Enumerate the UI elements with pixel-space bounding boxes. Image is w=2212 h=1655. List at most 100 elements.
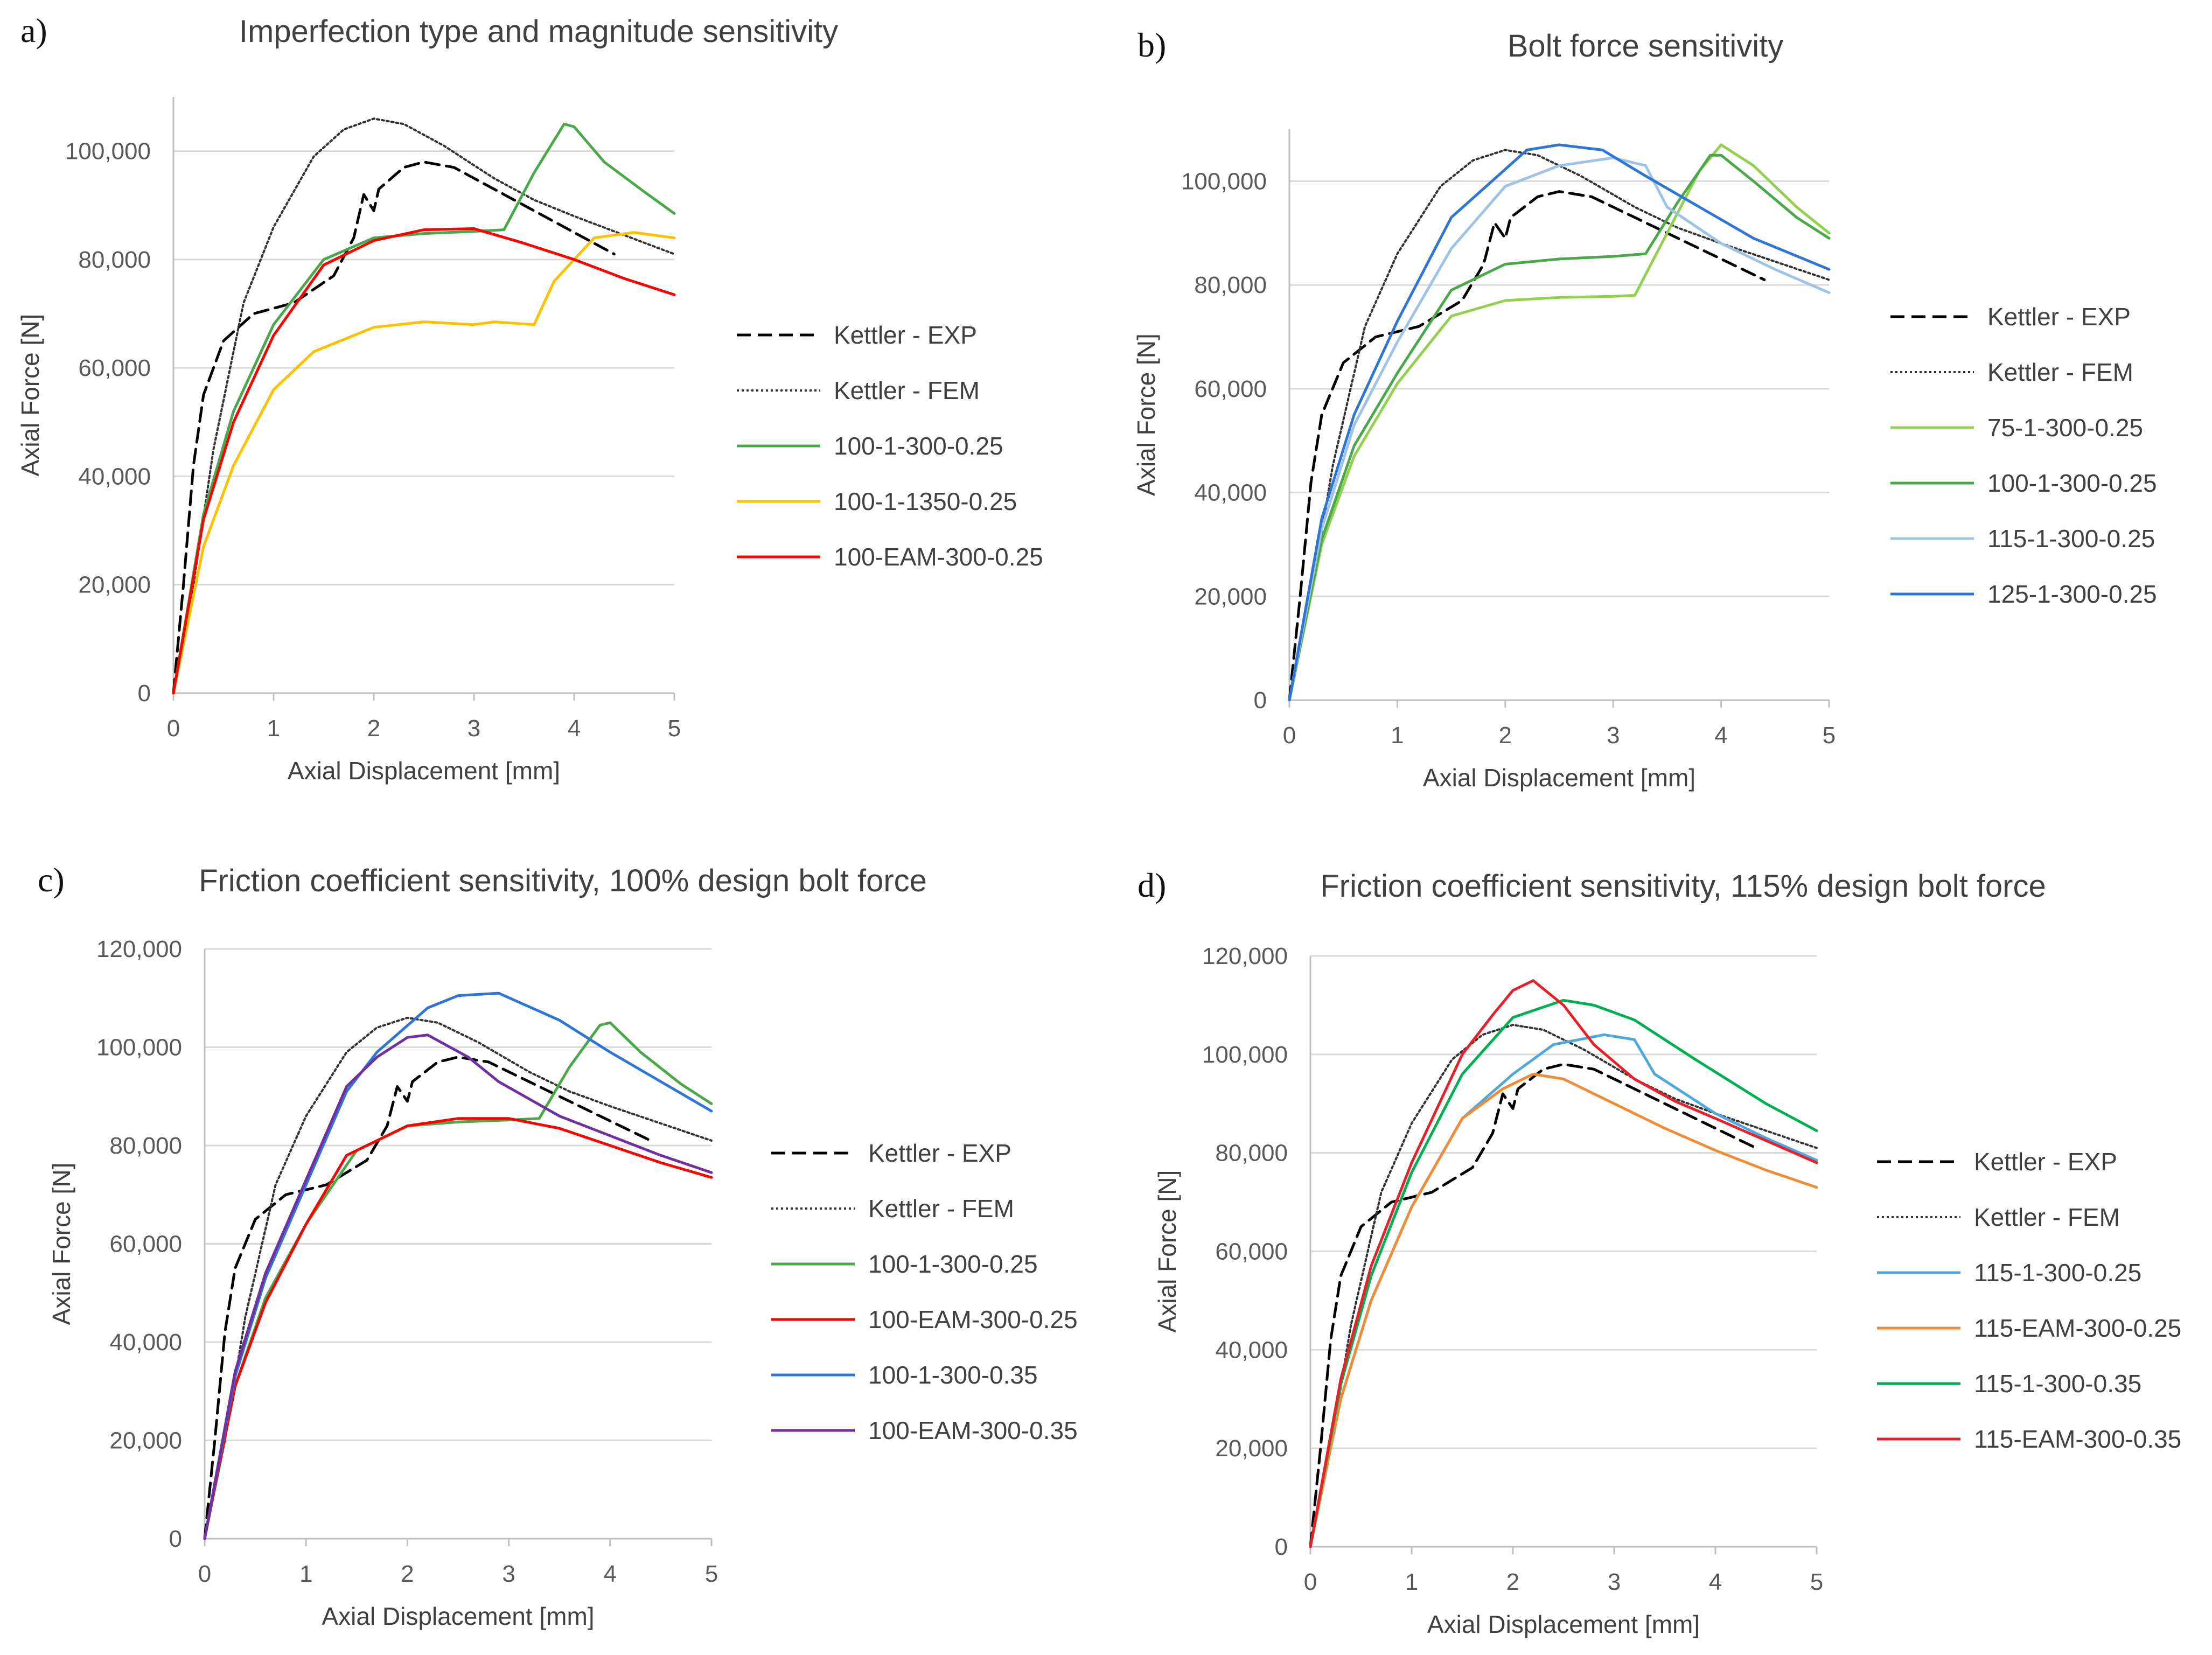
- x-axis-label: Axial Displacement [mm]: [288, 757, 560, 785]
- x-tick-label: 4: [1714, 722, 1727, 749]
- series-line: [203, 1021, 713, 1540]
- x-tick-label: 1: [267, 715, 280, 742]
- y-tick-label: 80,000: [78, 247, 151, 273]
- x-tick-label: 3: [502, 1561, 515, 1587]
- y-tick-label: 100,000: [1202, 1042, 1288, 1068]
- x-tick-label: 1: [299, 1561, 312, 1587]
- y-tick-label: 60,000: [1215, 1239, 1288, 1265]
- legend-entry: 100-1-1350-0.25: [834, 487, 1017, 515]
- panel-label: c): [38, 861, 65, 899]
- y-axis-label: Axial Force [N]: [1153, 1170, 1181, 1333]
- y-tick-label: 60,000: [1194, 376, 1267, 402]
- x-tick-label: 2: [1499, 722, 1512, 749]
- x-tick-label: 3: [1607, 722, 1620, 749]
- y-tick-label: 80,000: [109, 1133, 182, 1159]
- legend-entry: Kettler - FEM: [868, 1195, 1014, 1223]
- chart-panel-c: c) Friction coefficient sensitivity, 100%…: [38, 861, 1078, 1630]
- panel-label: b): [1138, 26, 1166, 64]
- x-tick-label: 3: [1608, 1569, 1621, 1595]
- y-tick-label: 40,000: [1215, 1337, 1288, 1363]
- legend-entry: Kettler - EXP: [868, 1139, 1011, 1167]
- legend-entry: Kettler - EXP: [834, 321, 977, 349]
- y-tick-label: 0: [169, 1526, 182, 1552]
- series-line: [1309, 1024, 1818, 1548]
- legend-entry: Kettler - FEM: [1974, 1203, 2120, 1231]
- y-tick-label: 80,000: [1194, 272, 1267, 298]
- legend-entry: Kettler - EXP: [1987, 303, 2131, 331]
- x-tick-label: 1: [1405, 1569, 1418, 1595]
- x-axis-label: Axial Displacement [mm]: [1427, 1610, 1700, 1638]
- series-line: [1288, 153, 1831, 702]
- series-line: [1309, 979, 1818, 1548]
- chart-panel-d: d) Friction coefficient sensitivity, 115%…: [1138, 866, 2181, 1638]
- y-tick-label: 100,000: [96, 1035, 182, 1061]
- y-tick-label: 100,000: [1181, 168, 1267, 194]
- x-tick-label: 5: [1810, 1569, 1823, 1595]
- y-tick-label: 20,000: [109, 1428, 182, 1454]
- x-tick-label: 4: [1709, 1569, 1722, 1595]
- legend-entry: 100-EAM-300-0.35: [868, 1416, 1078, 1444]
- legend-entry: 115-1-300-0.25: [1974, 1259, 2141, 1287]
- legend: Kettler - EXP Kettler - FEM 100-1-300-0.25…: [737, 321, 1043, 571]
- chart-title: Friction coefficient sensitivity, 115% d…: [1320, 869, 2046, 904]
- y-tick-label: 0: [1254, 687, 1267, 714]
- y-axis-label: Axial Force [N]: [47, 1163, 75, 1325]
- series-line: [172, 231, 676, 695]
- panel-label: d): [1138, 866, 1166, 904]
- series-line: [1309, 998, 1818, 1548]
- x-axis-label: Axial Displacement [mm]: [322, 1602, 594, 1630]
- y-tick-label: 40,000: [78, 463, 151, 490]
- legend-entry: Kettler - EXP: [1974, 1148, 2117, 1176]
- x-tick-label: 3: [467, 715, 480, 742]
- series-line: [1309, 1063, 1757, 1548]
- y-tick-label: 80,000: [1215, 1140, 1288, 1167]
- chart-panel-b: b) Bolt force sensitivity 0 20,000 40,000 60,…: [1132, 26, 2157, 792]
- series-line: [172, 227, 676, 695]
- chart-title: Imperfection type and magnitude sensitiv…: [239, 14, 838, 49]
- panel-label: a): [20, 11, 47, 50]
- y-tick-label: 120,000: [96, 936, 182, 962]
- series-line: [172, 117, 675, 694]
- x-tick-label: 4: [568, 715, 581, 742]
- series-line: [1288, 143, 1831, 702]
- legend-entry: 100-1-300-0.35: [868, 1361, 1038, 1389]
- series-line: [203, 1056, 652, 1540]
- series-line: [203, 1033, 713, 1540]
- series-line: [172, 122, 676, 695]
- x-tick-label: 5: [668, 715, 681, 742]
- series-line: [1309, 1033, 1818, 1548]
- y-tick-label: 20,000: [1215, 1435, 1288, 1462]
- legend: Kettler - EXP Kettler - FEM 75-1-300-0.25 1…: [1890, 303, 2157, 608]
- y-tick-label: 20,000: [1194, 583, 1267, 610]
- series-line: [1288, 190, 1766, 702]
- y-axis-label: Axial Force [N]: [16, 314, 44, 477]
- y-tick-label: 20,000: [78, 572, 151, 598]
- y-tick-label: 40,000: [109, 1329, 182, 1356]
- x-axis-label: Axial Displacement [mm]: [1423, 764, 1695, 792]
- x-tick-label: 5: [1823, 722, 1836, 749]
- legend-entry: 100-1-300-0.25: [868, 1250, 1038, 1278]
- x-tick-label: 2: [367, 715, 380, 742]
- chart-title: Bolt force sensitivity: [1508, 29, 1784, 64]
- y-tick-label: 120,000: [1202, 943, 1288, 969]
- x-tick-label: 0: [198, 1561, 211, 1587]
- x-tick-label: 2: [1506, 1569, 1519, 1595]
- x-tick-label: 5: [705, 1561, 718, 1587]
- legend-entry: 115-1-300-0.25: [1987, 525, 2155, 553]
- x-tick-label: 1: [1391, 722, 1404, 749]
- series-line: [1309, 1072, 1818, 1548]
- y-tick-label: 60,000: [109, 1231, 182, 1258]
- series-line: [1288, 143, 1831, 702]
- legend-entry: 100-1-300-0.25: [1987, 469, 2157, 497]
- series-line: [203, 1117, 713, 1540]
- y-tick-label: 100,000: [65, 138, 151, 165]
- series-line: [1288, 156, 1831, 702]
- legend-entry: 75-1-300-0.25: [1987, 414, 2143, 442]
- legend-entry: 115-EAM-300-0.35: [1974, 1425, 2181, 1453]
- x-tick-label: 2: [401, 1561, 414, 1587]
- chart-title: Friction coefficient sensitivity, 100% d…: [199, 863, 927, 898]
- legend-entry: Kettler - FEM: [834, 376, 980, 404]
- series-line: [1288, 149, 1830, 701]
- x-tick-label: 0: [1304, 1569, 1317, 1595]
